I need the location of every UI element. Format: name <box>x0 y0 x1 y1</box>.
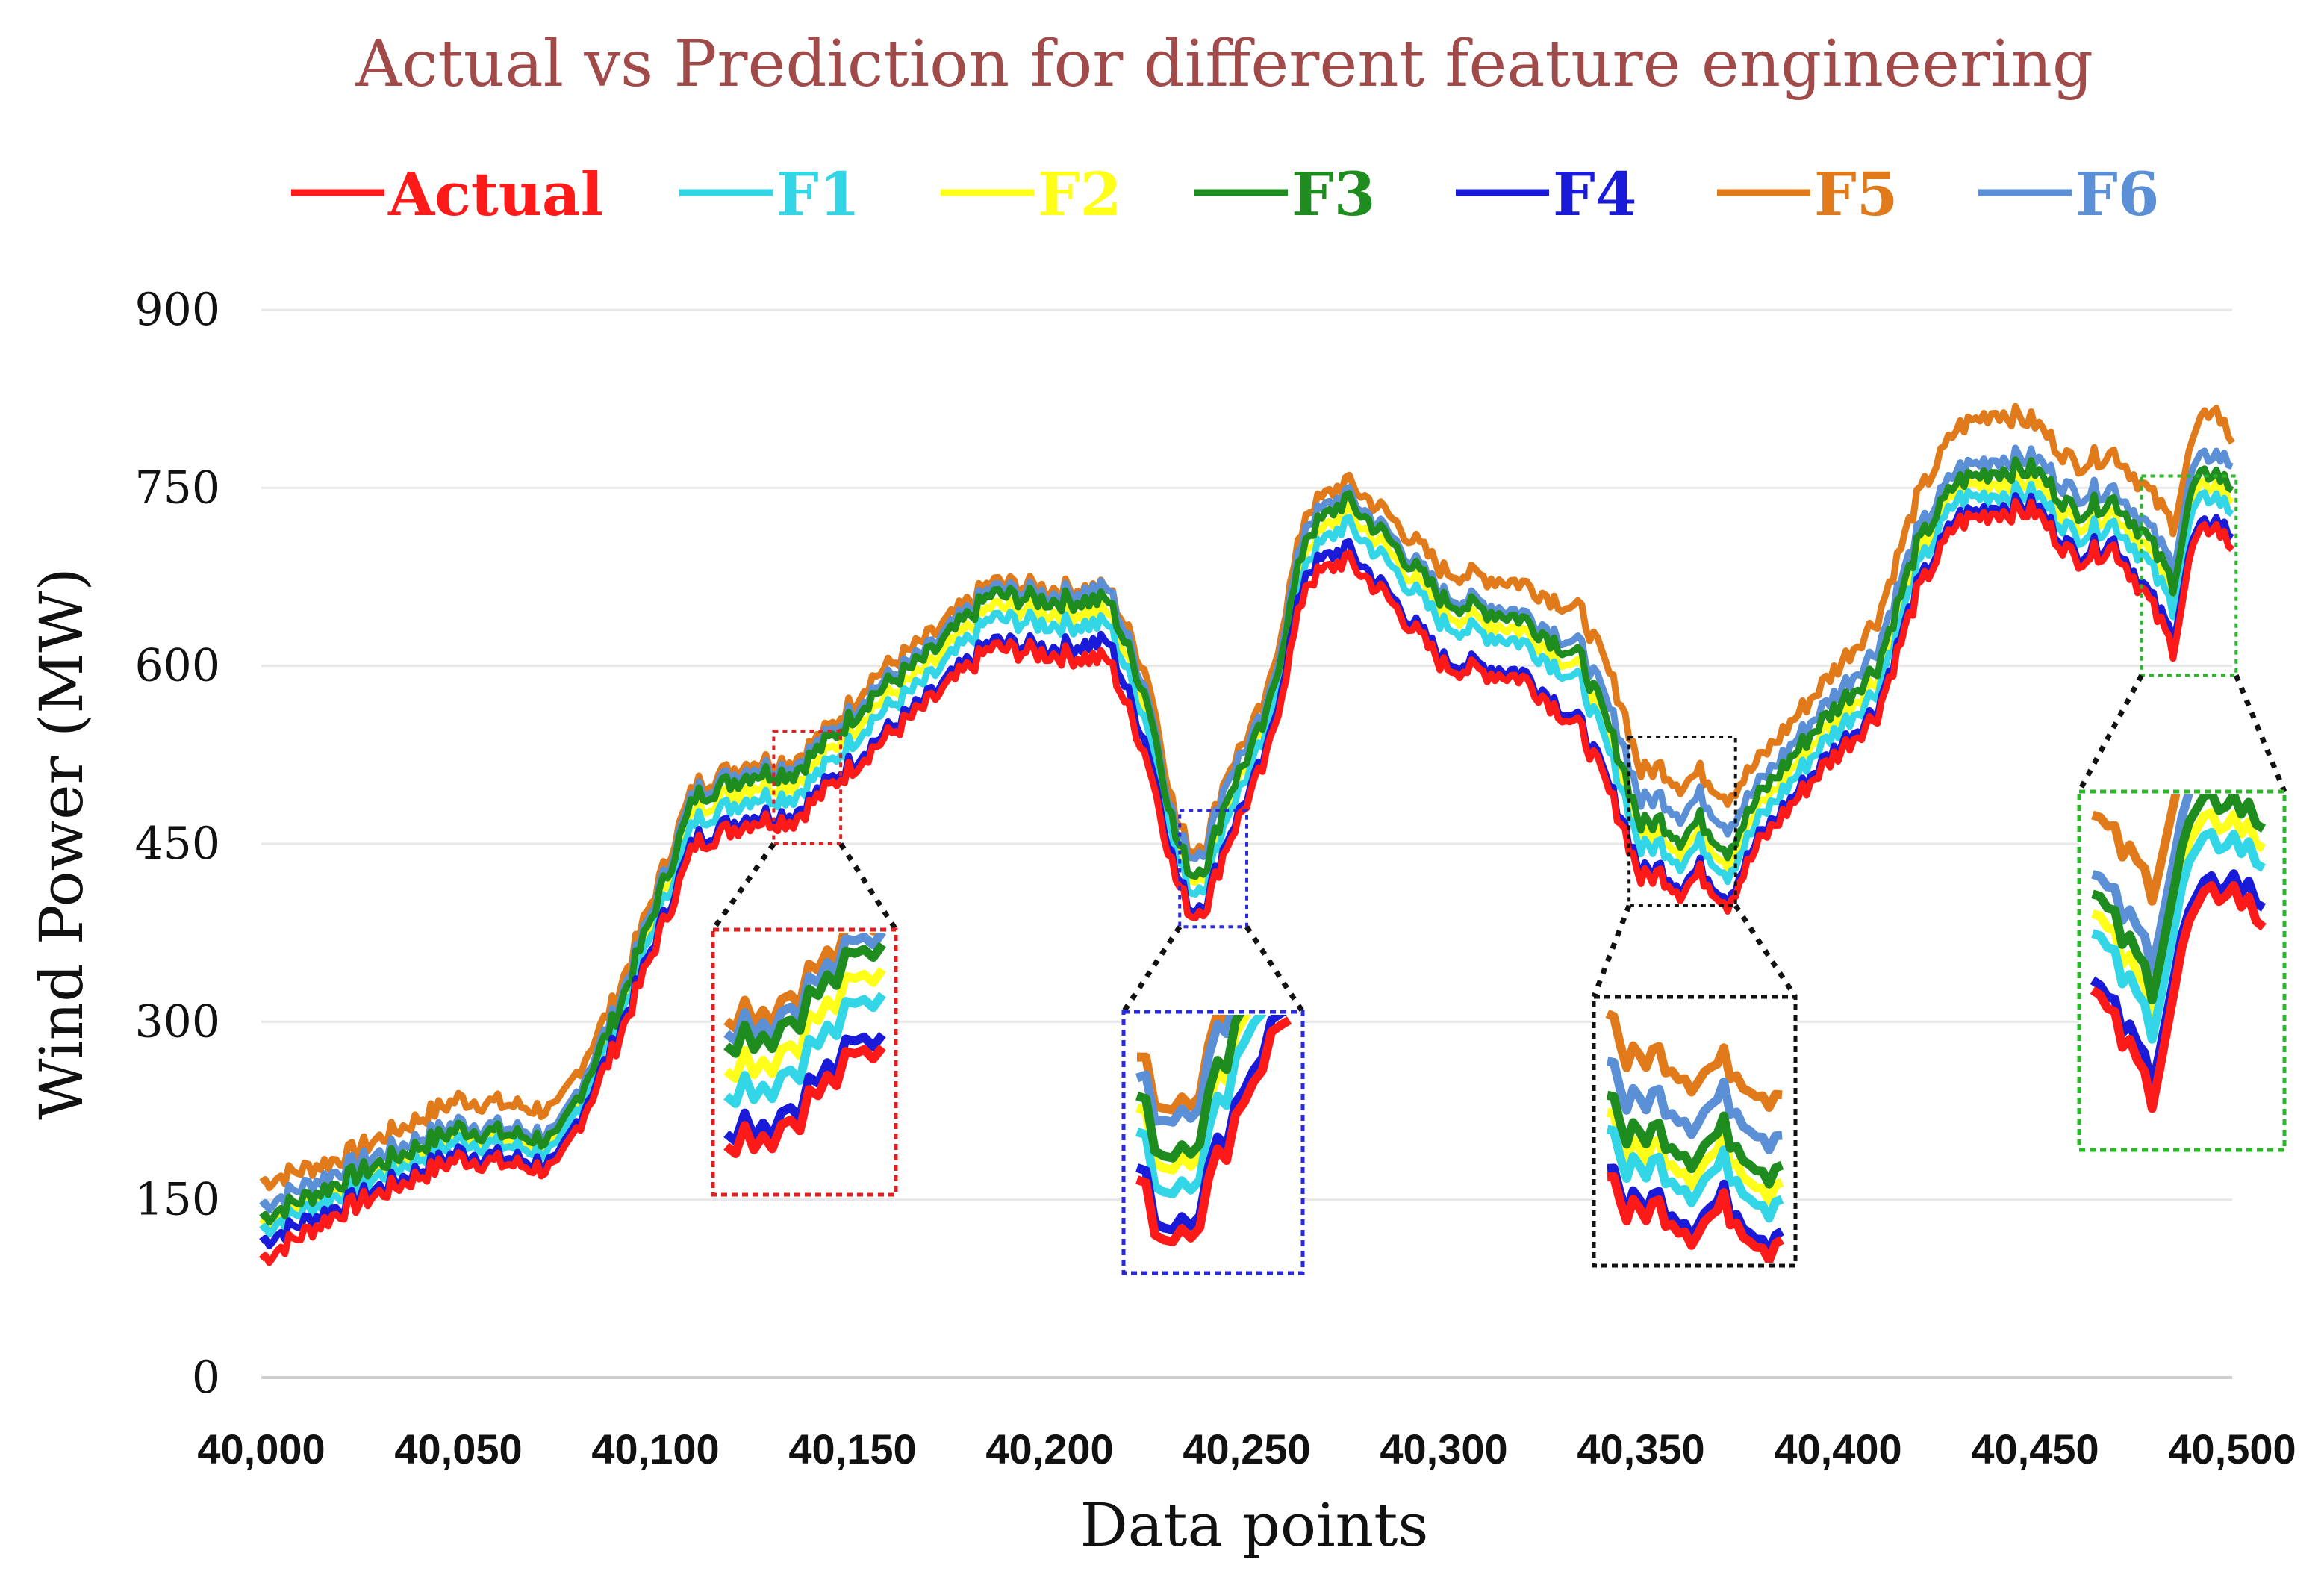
y-tick-label: 0 <box>192 1352 220 1404</box>
series-lines <box>258 402 2235 1266</box>
x-tick-label: 40,100 <box>591 1425 719 1473</box>
x-axis-ticks: 40,000 40,050 40,100 40,150 40,200 40,250 40,3… <box>197 1425 2296 1473</box>
zoom-connector <box>1244 925 1305 1013</box>
legend-label: F6 <box>2075 159 2159 229</box>
inset-line-actual <box>723 1044 886 1158</box>
legend-label: F1 <box>776 159 860 229</box>
zoom-connector <box>1591 904 1632 998</box>
inset-line-f6 <box>1135 1015 1235 1127</box>
zoom-region-box <box>2140 474 2238 677</box>
inset-line-f2 <box>1606 1107 1784 1206</box>
y-axis-label: Wind Power (MW) <box>27 568 96 1119</box>
x-tick-label: 40,350 <box>1577 1425 1704 1473</box>
inset-line-f2 <box>723 966 886 1083</box>
inset-line-actual <box>1607 1172 1784 1263</box>
x-tick-label: 40,300 <box>1380 1425 1507 1473</box>
y-axis-ticks: 0 150 300 450 600 750 900 <box>134 284 220 1404</box>
series-line-f3 <box>259 456 2234 1226</box>
chart-title: Actual vs Prediction for different featu… <box>355 27 2093 102</box>
inset-line-f1 <box>2091 827 2266 1044</box>
zoom-connector <box>1121 925 1183 1013</box>
zoom-inset-lines <box>1605 1009 1784 1263</box>
x-tick-label: 40,450 <box>1971 1425 2099 1473</box>
legend-label: Actual <box>387 159 603 229</box>
zoom-connector <box>838 842 898 931</box>
inset-line-f1 <box>1606 1125 1784 1223</box>
inset-line-actual <box>2090 881 2267 1113</box>
y-tick-label: 450 <box>134 818 220 870</box>
series-line-f1 <box>259 480 2234 1238</box>
zoom-connector <box>711 842 776 932</box>
legend-label: F5 <box>1814 159 1898 229</box>
inset-line-f3 <box>723 942 886 1058</box>
y-tick-label: 300 <box>134 995 220 1048</box>
zoom-boxes <box>711 474 2287 1275</box>
y-tick-label: 750 <box>134 461 220 514</box>
inset-line-f1 <box>1135 1015 1267 1198</box>
inset-line-f5 <box>2091 794 2181 906</box>
legend: Actual F1 F2 F3 F4 F5 F6 <box>291 159 2159 229</box>
zoom-region-box <box>1627 736 1737 907</box>
x-tick-label: 40,400 <box>1774 1425 1901 1473</box>
legend-label: F4 <box>1553 159 1636 229</box>
zoom-connector <box>2234 674 2287 793</box>
inset-line-f6 <box>2091 794 2193 975</box>
zoom-region-box <box>1178 809 1248 929</box>
inset-line-f3 <box>2091 794 2266 1004</box>
x-tick-label: 40,500 <box>2168 1425 2296 1473</box>
zoom-connector <box>1733 904 1798 998</box>
x-axis-label: Data points <box>1080 1490 1429 1560</box>
series-line-actual <box>258 497 2235 1266</box>
x-tick-label: 40,200 <box>985 1425 1113 1473</box>
y-tick-label: 150 <box>134 1174 220 1226</box>
inset-line-f3 <box>1135 1015 1245 1163</box>
zoom-inset-lines <box>1135 1015 1292 1246</box>
zoom-inset-lines <box>723 933 886 1158</box>
x-tick-label: 40,150 <box>788 1425 916 1473</box>
inset-line-f6 <box>1606 1057 1783 1154</box>
x-tick-label: 40,250 <box>1183 1425 1310 1473</box>
y-tick-label: 900 <box>134 284 220 336</box>
legend-label: F3 <box>1292 159 1375 229</box>
y-tick-label: 600 <box>134 640 220 692</box>
inset-line-f3 <box>1606 1090 1784 1189</box>
legend-label: F2 <box>1038 159 1121 229</box>
zoom-connector <box>2076 674 2144 793</box>
inset-line-actual <box>1135 1016 1292 1246</box>
zoom-inset-lines <box>2090 794 2267 1113</box>
x-tick-label: 40,050 <box>394 1425 522 1473</box>
x-tick-label: 40,000 <box>197 1425 325 1473</box>
inset-line-f5 <box>1605 1009 1783 1112</box>
inset-line-f1 <box>723 992 886 1108</box>
